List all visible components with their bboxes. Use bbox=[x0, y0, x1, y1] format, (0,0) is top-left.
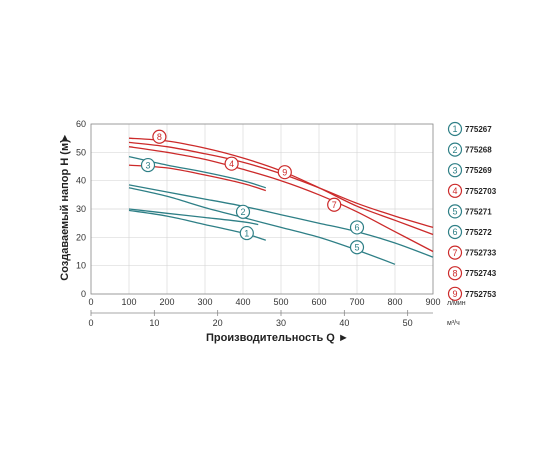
x-tick-label-top: 500 bbox=[273, 297, 288, 307]
series-line-3 bbox=[128, 155, 266, 189]
legend-marker-number-5: 5 bbox=[452, 207, 457, 217]
y-tick-label: 60 bbox=[76, 119, 86, 129]
curve-marker-5 bbox=[349, 240, 365, 255]
legend-label-6: 775272 bbox=[465, 228, 492, 237]
x-tick-label-bottom: 30 bbox=[276, 318, 286, 328]
legend-label-1: 775267 bbox=[465, 125, 492, 134]
legend-marker-5 bbox=[447, 204, 463, 219]
legend-marker-8 bbox=[447, 266, 463, 281]
curve-marker-number-8: 8 bbox=[157, 132, 162, 142]
x-tick-label-top: 900 bbox=[425, 297, 440, 307]
x-tick-label-top: 700 bbox=[349, 297, 364, 307]
legend-label-5: 775271 bbox=[465, 207, 492, 216]
curve-marker-1 bbox=[239, 225, 254, 241]
plot-frame bbox=[90, 123, 434, 295]
curve-marker-7 bbox=[327, 197, 342, 212]
legend-marker-1 bbox=[447, 121, 463, 137]
curve-markers: 1 2 3 4 5 6 7 8 9 bbox=[140, 129, 365, 255]
legend-label-8: 7752743 bbox=[465, 269, 497, 278]
curve-marker-number-1: 1 bbox=[244, 228, 249, 238]
legend-marker-number-6: 6 bbox=[452, 227, 457, 237]
x-tick-label-bottom: 10 bbox=[149, 318, 159, 328]
series-line-2 bbox=[128, 208, 259, 226]
y-tick-label: 50 bbox=[76, 147, 86, 157]
curve-marker-number-2: 2 bbox=[240, 207, 245, 217]
x-unit-bottom: м³/ч bbox=[447, 320, 460, 327]
x-tick-label-top: 200 bbox=[159, 297, 174, 307]
x-axis-arrow: ► bbox=[338, 332, 349, 344]
legend-marker-number-3: 3 bbox=[452, 165, 457, 175]
x-tick-label-bottom: 40 bbox=[339, 318, 349, 328]
legend-label-9: 7752753 bbox=[465, 290, 497, 299]
x-tick-label-top: 600 bbox=[311, 297, 326, 307]
legend-label-7: 7752733 bbox=[465, 249, 497, 258]
legend-marker-number-2: 2 bbox=[452, 145, 457, 155]
y-tick-label: 30 bbox=[76, 204, 86, 214]
legend-marker-number-4: 4 bbox=[452, 186, 457, 196]
legend-label-4: 7752703 bbox=[465, 187, 497, 196]
series-line-7 bbox=[128, 146, 434, 253]
x-axis-label: Производительность Q bbox=[206, 332, 335, 344]
legend-marker-4 bbox=[447, 183, 463, 198]
y-tick-label: 20 bbox=[76, 232, 86, 242]
curve-marker-number-5: 5 bbox=[354, 242, 359, 252]
x-tick-label-top: 800 bbox=[387, 297, 402, 307]
y-tick-label: 0 bbox=[81, 289, 86, 299]
curve-marker-8 bbox=[152, 129, 167, 144]
y-tick-label: 40 bbox=[76, 176, 86, 186]
legend-marker-number-1: 1 bbox=[452, 124, 457, 134]
curve-marker-number-9: 9 bbox=[282, 167, 287, 177]
legend-marker-number-8: 8 bbox=[452, 268, 457, 278]
x-tick-label-top: 100 bbox=[121, 297, 136, 307]
curve-marker-4 bbox=[224, 156, 239, 171]
curve-marker-9 bbox=[277, 165, 292, 180]
legend-label-2: 775268 bbox=[465, 146, 492, 155]
series-line-6 bbox=[128, 184, 434, 258]
grid bbox=[90, 123, 434, 295]
x-tick-label-top: 0 bbox=[88, 297, 93, 307]
curve-marker-6 bbox=[349, 220, 365, 235]
legend-marker-number-9: 9 bbox=[452, 289, 457, 299]
curve-marker-number-6: 6 bbox=[354, 223, 359, 233]
x-unit-top: л/мин bbox=[447, 300, 466, 307]
y-axis-arrow: ► bbox=[59, 133, 71, 144]
legend-marker-2 bbox=[447, 142, 463, 157]
curve-marker-number-7: 7 bbox=[332, 200, 337, 210]
x-tick-label-bottom: 20 bbox=[213, 318, 223, 328]
legend-marker-7 bbox=[447, 245, 463, 260]
curve-marker-2 bbox=[235, 204, 251, 219]
legend-marker-3 bbox=[447, 163, 463, 178]
legend-label-3: 775269 bbox=[465, 166, 492, 175]
curve-marker-number-4: 4 bbox=[229, 159, 234, 169]
x-tick-label-bottom: 50 bbox=[403, 318, 413, 328]
y-axis-label: Создаваемый напор H (м) bbox=[59, 139, 71, 281]
y-tick-label: 10 bbox=[76, 261, 86, 271]
x-tick-label-bottom: 0 bbox=[88, 318, 93, 328]
x-tick-label-top: 300 bbox=[197, 297, 212, 307]
legend-marker-number-7: 7 bbox=[452, 248, 457, 258]
legend: 1 775267 2 775268 3 775269 4 7752703 5 775271 6 775… bbox=[447, 121, 497, 301]
legend-marker-6 bbox=[447, 224, 463, 240]
curve-marker-number-3: 3 bbox=[145, 160, 150, 170]
curve-marker-3 bbox=[140, 157, 156, 173]
legend-marker-9 bbox=[447, 286, 463, 301]
x-tick-label-top: 400 bbox=[235, 297, 250, 307]
